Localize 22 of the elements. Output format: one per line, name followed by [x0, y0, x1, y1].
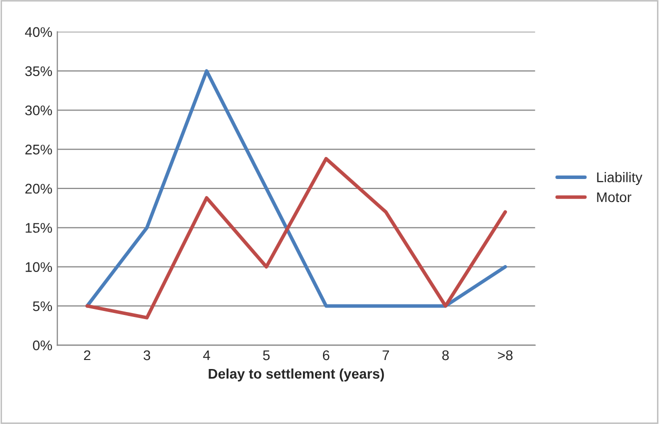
y-tick-label: 5%: [32, 301, 52, 312]
x-tick-label: >8: [498, 350, 513, 360]
x-tick-label: 7: [382, 350, 389, 360]
x-tick-label: 3: [144, 350, 150, 360]
x-tick-label: 8: [442, 350, 449, 360]
y-tick-label: 35%: [25, 66, 52, 76]
y-tick-label: 25%: [25, 144, 52, 154]
x-tick-label: 2: [84, 350, 90, 360]
y-tick-label: 0%: [32, 340, 52, 350]
x-axis-title: Delay to settlement (years): [208, 368, 384, 382]
legend-label: Liability: [597, 172, 642, 185]
y-tick-label: 40%: [24, 27, 52, 37]
y-tick-label: 15%: [26, 223, 52, 233]
line-series: [85, 156, 507, 320]
legend-label: Motor: [597, 192, 632, 202]
x-tick-label: 5: [263, 350, 270, 360]
x-tick-label: 6: [322, 350, 330, 360]
line-series: [85, 69, 507, 308]
y-tick-label: 30%: [25, 105, 52, 116]
y-tick-label: 20%: [25, 184, 52, 194]
x-tick-label: 4: [203, 350, 210, 360]
y-tick-label: 10%: [26, 262, 52, 272]
